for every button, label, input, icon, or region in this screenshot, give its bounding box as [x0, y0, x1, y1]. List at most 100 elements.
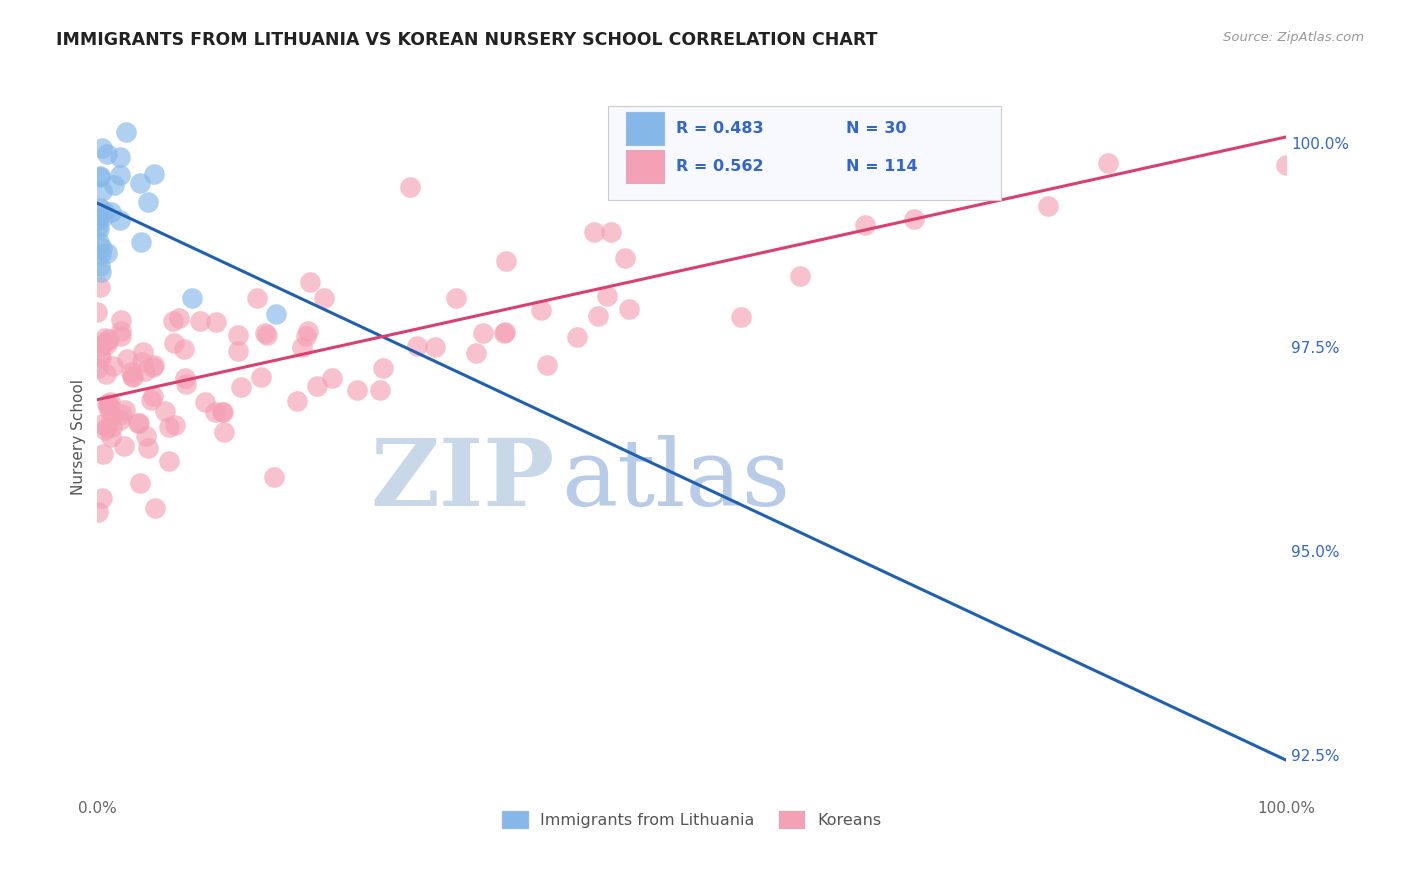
- Point: [307, 378, 329, 392]
- Point: [169, 311, 191, 326]
- Point: [583, 225, 606, 239]
- Point: [131, 354, 153, 368]
- Point: [132, 345, 155, 359]
- Point: [97, 332, 120, 346]
- Point: [163, 417, 186, 432]
- Point: [89, 259, 111, 273]
- Point: [129, 235, 152, 249]
- Point: [492, 326, 515, 340]
- Point: [291, 340, 314, 354]
- Point: [91, 141, 114, 155]
- Point: [373, 360, 395, 375]
- Point: [94, 335, 117, 350]
- Point: [128, 416, 150, 430]
- Point: [108, 150, 131, 164]
- Point: [162, 314, 184, 328]
- Point: [730, 310, 752, 324]
- Point: [263, 470, 285, 484]
- Point: [423, 340, 446, 354]
- Point: [110, 324, 132, 338]
- Point: [90, 491, 112, 505]
- Point: [87, 211, 110, 226]
- Point: [91, 211, 114, 225]
- Point: [89, 201, 111, 215]
- Point: [93, 203, 115, 218]
- Point: [96, 245, 118, 260]
- Point: [90, 265, 112, 279]
- Point: [1038, 199, 1060, 213]
- Point: [89, 280, 111, 294]
- Text: Source: ZipAtlas.com: Source: ZipAtlas.com: [1223, 31, 1364, 45]
- Point: [614, 251, 637, 265]
- Point: [101, 420, 124, 434]
- Point: [903, 212, 925, 227]
- Point: [295, 328, 318, 343]
- Point: [103, 178, 125, 192]
- Point: [122, 370, 145, 384]
- Point: [231, 380, 253, 394]
- Point: [139, 393, 162, 408]
- Point: [157, 454, 180, 468]
- Point: [108, 168, 131, 182]
- Point: [599, 225, 621, 239]
- Point: [134, 363, 156, 377]
- Point: [446, 291, 468, 305]
- Point: [494, 325, 516, 339]
- Point: [181, 291, 204, 305]
- Point: [465, 346, 488, 360]
- Point: [136, 195, 159, 210]
- Point: [617, 301, 640, 316]
- Text: IMMIGRANTS FROM LITHUANIA VS KOREAN NURSERY SCHOOL CORRELATION CHART: IMMIGRANTS FROM LITHUANIA VS KOREAN NURS…: [56, 31, 877, 49]
- Point: [115, 125, 138, 139]
- Point: [90, 246, 112, 260]
- Point: [91, 447, 114, 461]
- Point: [245, 291, 267, 305]
- Point: [567, 330, 589, 344]
- Point: [211, 404, 233, 418]
- Y-axis label: Nursery School: Nursery School: [72, 378, 86, 494]
- Point: [89, 169, 111, 184]
- Point: [586, 309, 609, 323]
- Point: [114, 403, 136, 417]
- FancyBboxPatch shape: [626, 150, 664, 183]
- Point: [101, 408, 124, 422]
- Point: [90, 351, 112, 365]
- Point: [89, 169, 111, 184]
- Point: [536, 358, 558, 372]
- Point: [155, 404, 177, 418]
- Point: [194, 395, 217, 409]
- Point: [212, 405, 235, 419]
- Legend: Immigrants from Lithuania, Koreans: Immigrants from Lithuania, Koreans: [496, 805, 887, 834]
- Point: [264, 307, 287, 321]
- Point: [129, 475, 152, 490]
- Point: [142, 360, 165, 375]
- Point: [110, 313, 132, 327]
- Point: [772, 171, 794, 186]
- Point: [143, 359, 166, 373]
- Point: [86, 304, 108, 318]
- Point: [792, 172, 814, 186]
- Point: [1097, 156, 1119, 170]
- Point: [128, 176, 150, 190]
- Point: [127, 416, 149, 430]
- Point: [297, 324, 319, 338]
- Point: [1275, 158, 1298, 172]
- Point: [101, 359, 124, 374]
- Point: [96, 337, 118, 351]
- Point: [110, 213, 132, 227]
- Point: [94, 367, 117, 381]
- Point: [90, 241, 112, 255]
- Point: [90, 417, 112, 432]
- Text: N = 114: N = 114: [846, 159, 918, 174]
- Point: [87, 506, 110, 520]
- Point: [495, 253, 517, 268]
- Point: [87, 235, 110, 249]
- Text: N = 30: N = 30: [846, 121, 907, 136]
- Point: [87, 221, 110, 235]
- Point: [97, 402, 120, 417]
- Point: [87, 212, 110, 227]
- Point: [117, 351, 139, 366]
- Point: [112, 439, 135, 453]
- Point: [111, 407, 134, 421]
- Point: [214, 425, 236, 439]
